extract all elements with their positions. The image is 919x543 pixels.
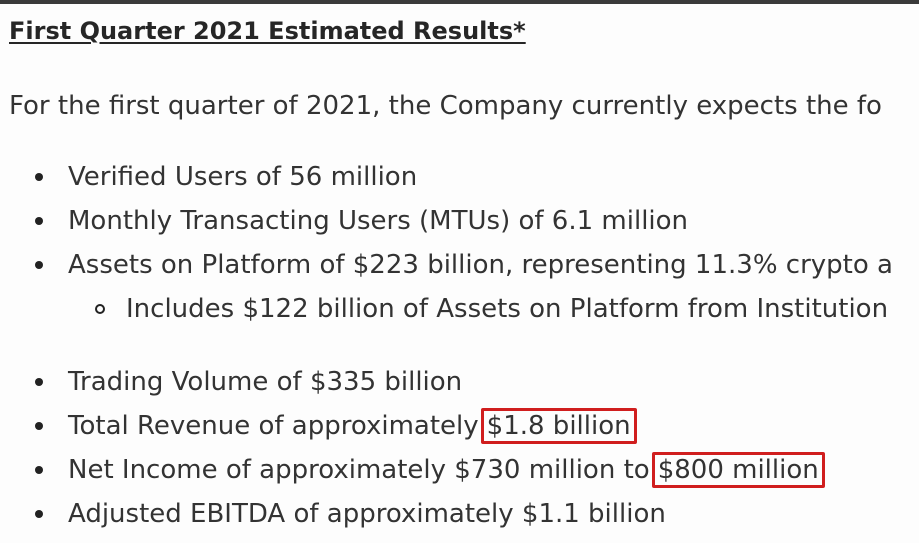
- bullet-text: Verified Users of 56 million: [68, 162, 418, 192]
- bullet-dot-icon: [35, 422, 43, 430]
- bullet-text: Adjusted EBITDA of approximately $1.1 bi…: [68, 499, 666, 529]
- bullet-dot-icon: [35, 378, 43, 386]
- intro-paragraph: For the first quarter of 2021, the Compa…: [9, 91, 882, 121]
- bullet-dot-icon: [35, 173, 43, 181]
- bullet-text-prefix: Net Income of approximately $730 million…: [68, 455, 650, 485]
- document-page: First Quarter 2021 Estimated Results* Fo…: [0, 4, 919, 543]
- bullet-dot-icon: [35, 510, 43, 518]
- highlighted-value-box: $1.8 billion: [480, 408, 637, 444]
- bullet-text: Total Revenue of approximately $1.8 billi…: [68, 408, 637, 444]
- bullet-dot-icon: [35, 217, 43, 225]
- top-edge-strip: [0, 0, 919, 4]
- bullet-text-prefix: Total Revenue of approximately: [68, 411, 479, 441]
- bullet-text: Net Income of approximately $730 million…: [68, 452, 825, 488]
- bullet-text: Trading Volume of $335 billion: [68, 367, 463, 397]
- bullet-text: Assets on Platform of $223 billion, repr…: [68, 250, 893, 280]
- highlighted-value-box: $800 million: [651, 452, 825, 488]
- sub-bullet-circle-icon: [95, 304, 105, 314]
- bullet-text: Monthly Transacting Users (MTUs) of 6.1 …: [68, 206, 689, 236]
- bullet-dot-icon: [35, 466, 43, 474]
- sub-bullet-text: Includes $122 billion of Assets on Platf…: [126, 294, 889, 324]
- section-title: First Quarter 2021 Estimated Results*: [9, 17, 526, 45]
- bullet-dot-icon: [35, 261, 43, 269]
